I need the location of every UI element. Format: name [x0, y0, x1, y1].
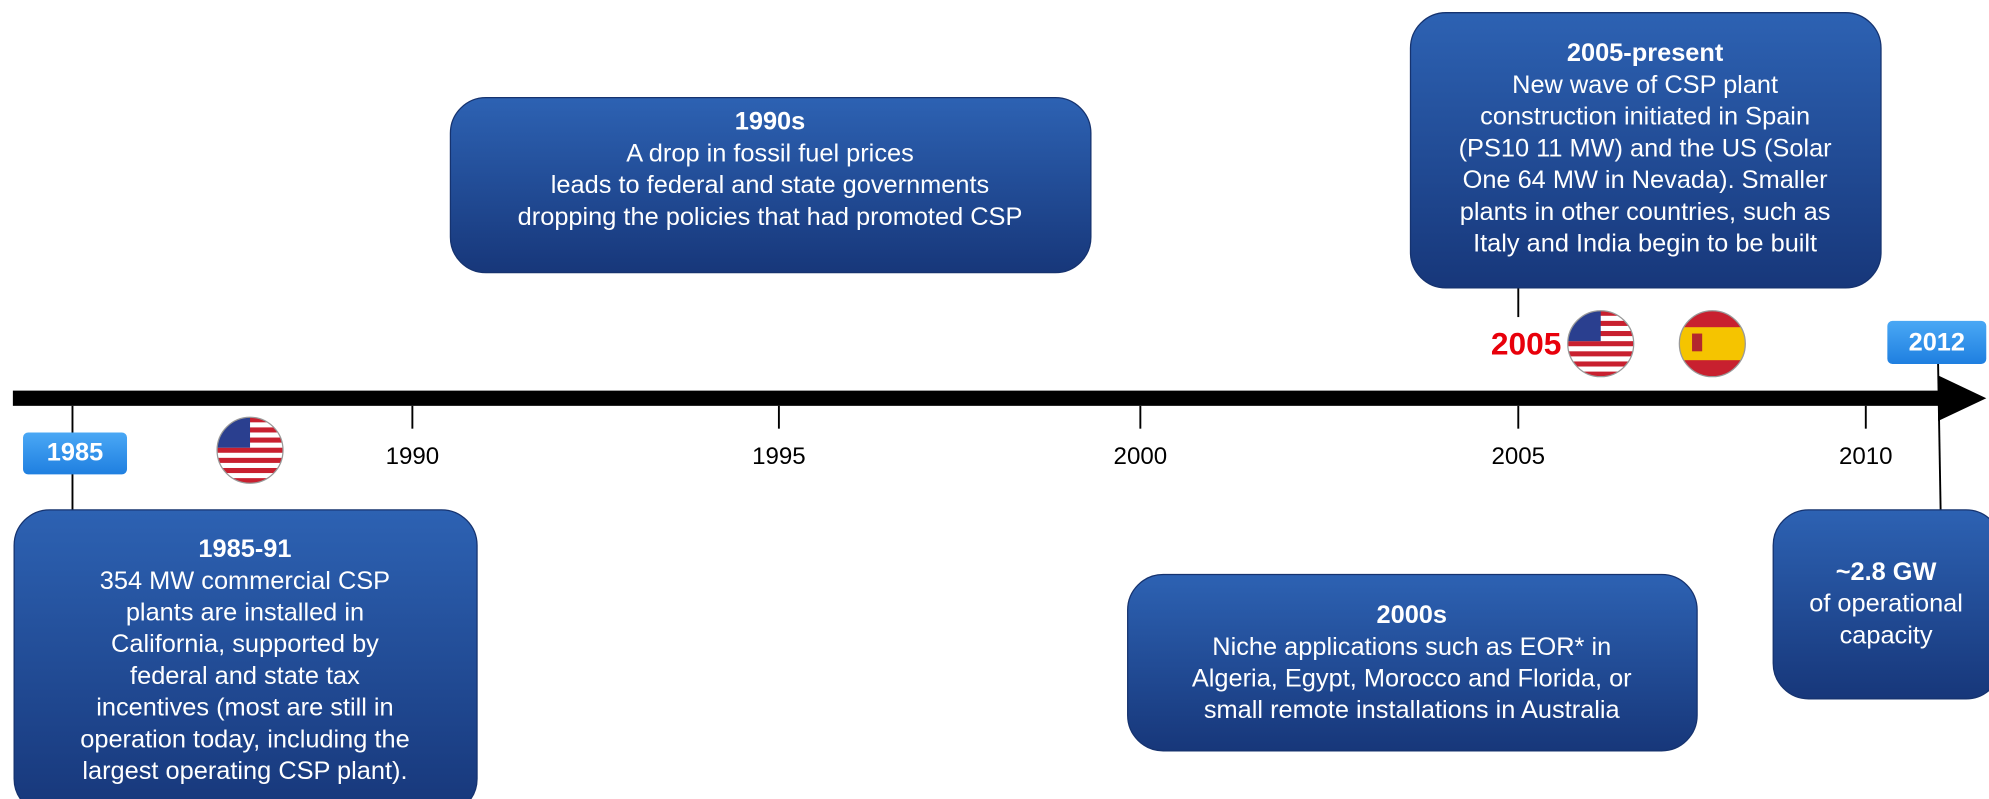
event-text: construction initiated in Spain	[1480, 103, 1810, 131]
event-text: small remote installations in Australia	[1204, 696, 1621, 724]
start-label: 1985	[47, 439, 103, 467]
year-tag	[1887, 320, 1987, 364]
event-text: Algeria, Egypt, Morocco and Florida, or	[1192, 664, 1632, 692]
event-title: 1990s	[735, 108, 806, 136]
tick-label: 1995	[752, 443, 806, 470]
event-text: of operational	[1809, 590, 1963, 618]
event-text: capacity	[1840, 621, 1933, 649]
us-flag	[217, 417, 283, 483]
event-title: 2005-present	[1567, 39, 1724, 67]
event-title: ~2.8 GW	[1836, 558, 1937, 586]
event-text: plants are installed in	[126, 599, 364, 627]
event-text: incentives (most are still in	[96, 694, 393, 722]
event-text: One 64 MW in Nevada). Smaller	[1463, 166, 1829, 194]
year-tag	[23, 432, 128, 475]
tick-label: 2000	[1114, 443, 1168, 470]
end-label: 2012	[1909, 328, 1965, 356]
event-text: operation today, including the	[80, 725, 409, 753]
tick-label: 1990	[386, 443, 440, 470]
tick-label: 2010	[1839, 443, 1893, 470]
event-box	[449, 97, 1092, 274]
us-flag	[1568, 311, 1634, 377]
event-text: largest operating CSP plant).	[82, 757, 407, 785]
event-box	[1127, 573, 1698, 752]
connector	[1937, 363, 1942, 510]
axis-arrow	[1938, 375, 1987, 422]
event-text: leads to federal and state governments	[551, 171, 989, 199]
event-text: Niche applications such as EOR* in	[1212, 633, 1611, 661]
event-title: 1985-91	[198, 535, 291, 563]
event-text: federal and state tax	[130, 662, 360, 690]
event-text: plants in other countries, such as	[1460, 198, 1831, 226]
event-text: (PS10 11 MW) and the US (Solar	[1459, 134, 1833, 162]
event-text: A drop in fossil fuel prices	[626, 139, 914, 167]
event-box	[1409, 12, 1882, 289]
event-box	[1772, 509, 1989, 700]
event-text: Italy and India begin to be built	[1473, 229, 1817, 257]
spain-flag	[1679, 311, 1745, 377]
event-text: dropping the policies that had promoted …	[518, 203, 1023, 231]
event-text: 354 MW commercial CSP	[100, 567, 390, 595]
event-text: New wave of CSP plant	[1512, 71, 1778, 99]
event-box	[13, 509, 478, 799]
axis	[12, 390, 1944, 406]
event-title: 2000s	[1376, 601, 1447, 629]
highlight-year: 2005	[1491, 326, 1562, 362]
event-text: California, supported by	[111, 630, 379, 658]
tick-label: 2005	[1491, 443, 1545, 470]
